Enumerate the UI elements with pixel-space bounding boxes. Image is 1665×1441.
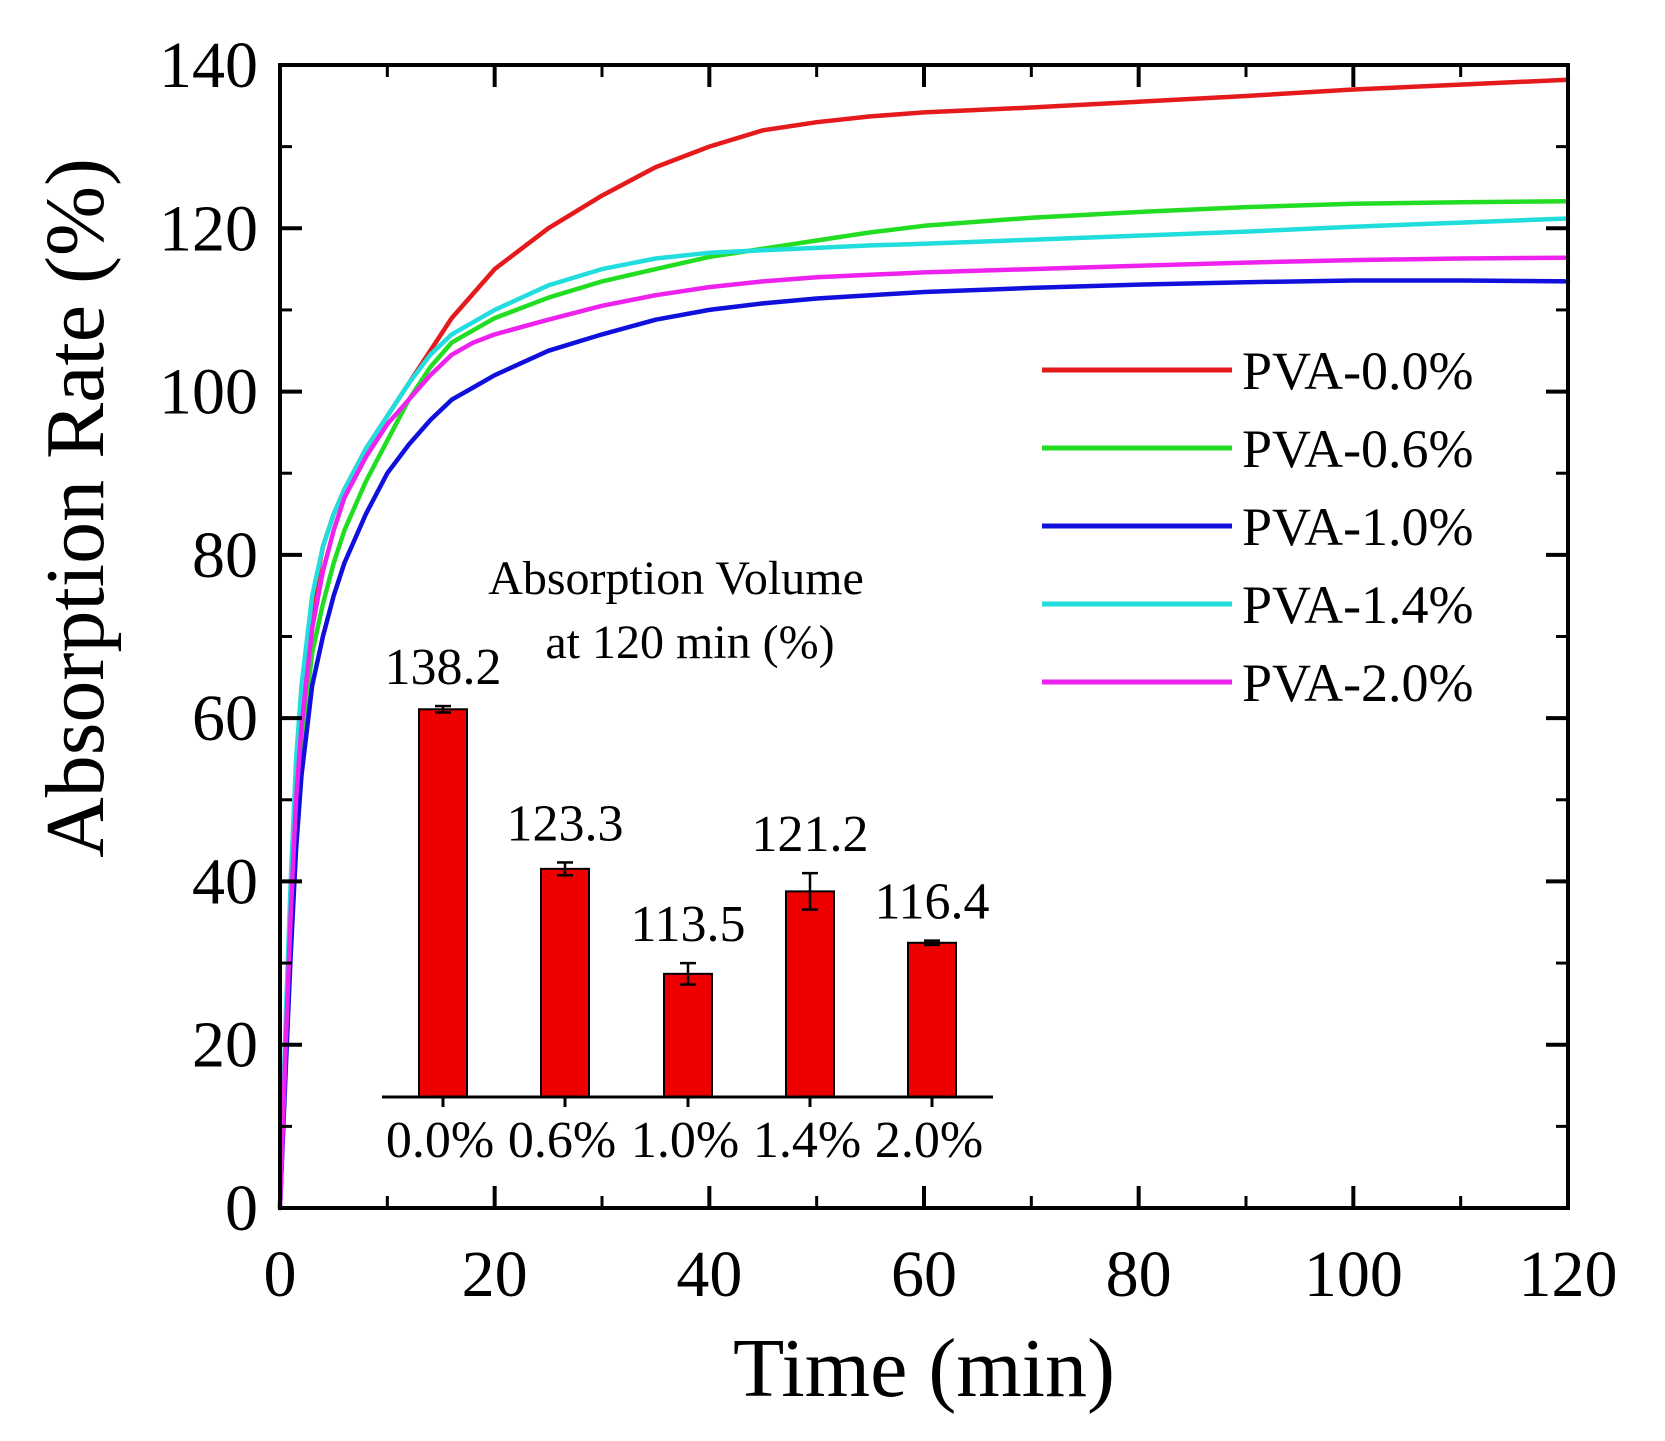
y-tick-label: 60 [192, 682, 258, 755]
y-tick-label: 40 [192, 845, 258, 918]
x-tick-label: 0 [264, 1238, 297, 1311]
inset-category-label-3: 1.4% [753, 1112, 861, 1169]
y-tick-label: 120 [159, 192, 258, 265]
inset-title-line-2: at 120 min (%) [545, 616, 834, 669]
x-tick-label: 80 [1106, 1238, 1172, 1311]
inset-bar-2 [663, 972, 713, 1098]
inset-x-ticks: 0.0% 0.6% 1.0% 1.4% 2.0% [386, 1097, 983, 1169]
inset-value-label-4: 116.4 [874, 874, 989, 931]
inset-category-label-1: 0.6% [508, 1112, 616, 1169]
legend: PVA-0.0% PVA-0.6% PVA-1.0% PVA-1.4% PVA-2.0% [1042, 341, 1474, 713]
inset-value-label-3: 121.2 [752, 806, 869, 863]
x-tick-label: 60 [891, 1238, 957, 1311]
series-line-2 [277, 278, 1571, 1211]
x-tick-label: 100 [1304, 1238, 1403, 1311]
series-line-4 [277, 255, 1571, 1211]
inset-value-label-0: 138.2 [385, 639, 502, 696]
legend-label-0: PVA-0.0% [1242, 341, 1474, 401]
y-axis-title: Absorption Rate (%) [29, 158, 122, 858]
x-tick-label: 40 [676, 1238, 742, 1311]
x-tick-label: 20 [462, 1238, 528, 1311]
series-line-1 [277, 199, 1571, 1211]
inset-bar-3 [785, 890, 835, 1099]
y-tick-label: 0 [225, 1172, 258, 1245]
inset-bar-chart: Absorption Volume at 120 min (%) 138.2 12… [382, 552, 993, 1169]
y-tick-label: 140 [159, 29, 258, 102]
x-axis-title: Time (min) [733, 1322, 1115, 1415]
legend-label-4: PVA-2.0% [1242, 653, 1474, 713]
inset-title-line-1: Absorption Volume [488, 552, 864, 605]
x-axis-ticks: 0 20 40 60 80 100 120 [264, 65, 1618, 1311]
y-tick-label: 20 [192, 1009, 258, 1082]
legend-label-1: PVA-0.6% [1242, 419, 1474, 479]
line-series-group [277, 77, 1571, 1211]
y-tick-label: 80 [192, 519, 258, 592]
inset-bar-0 [418, 708, 468, 1098]
legend-label-3: PVA-1.4% [1242, 575, 1474, 635]
series-line-3 [277, 216, 1571, 1211]
inset-bar-4 [907, 941, 957, 1099]
legend-label-2: PVA-1.0% [1242, 497, 1474, 557]
inset-bar-1 [540, 867, 590, 1098]
inset-value-label-2: 113.5 [630, 896, 745, 953]
x-tick-label: 120 [1519, 1238, 1618, 1311]
inset-category-label-0: 0.0% [386, 1112, 494, 1169]
inset-category-label-4: 2.0% [875, 1112, 983, 1169]
y-tick-label: 100 [159, 356, 258, 429]
inset-category-label-2: 1.0% [631, 1112, 739, 1169]
inset-value-label-1: 123.3 [507, 795, 624, 852]
y-axis-ticks: 0 20 40 60 80 100 120 140 [159, 29, 1568, 1245]
